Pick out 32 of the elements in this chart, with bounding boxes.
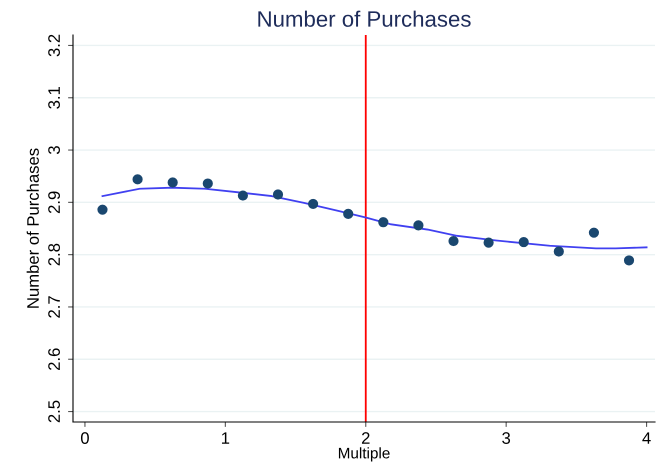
point xyxy=(484,238,494,248)
point xyxy=(272,189,284,200)
x-tick-label: 4 xyxy=(642,432,651,444)
x-tick-label: 1 xyxy=(222,432,230,444)
x-tick-label: 2 xyxy=(362,432,370,444)
point xyxy=(97,204,108,215)
chart-title: Number of Purchases xyxy=(258,10,471,27)
point xyxy=(588,228,600,238)
y-tick-label: 2.6 xyxy=(48,348,60,370)
x-axis-title: Multiple xyxy=(338,447,390,462)
point xyxy=(168,177,178,188)
y-tick-label: 3.1 xyxy=(48,86,60,109)
point xyxy=(624,255,634,266)
point xyxy=(343,208,354,219)
point xyxy=(413,220,424,230)
y-tick-label: 2.8 xyxy=(48,244,60,266)
y-tick-label: 2.5 xyxy=(48,400,60,422)
x-tick-label: 3 xyxy=(502,432,510,444)
y-axis-title: Number of Purchases xyxy=(26,148,39,308)
y-tick-label: 3.2 xyxy=(48,34,60,56)
x-tick-label: 0 xyxy=(80,432,89,444)
y-tick-label: 2.9 xyxy=(48,192,60,214)
point xyxy=(378,217,388,228)
point xyxy=(238,190,248,201)
point xyxy=(308,198,318,210)
point xyxy=(518,237,529,248)
point xyxy=(132,174,143,184)
point xyxy=(448,236,459,246)
point xyxy=(554,246,564,257)
point xyxy=(202,178,213,189)
y-tick-label: 3 xyxy=(48,146,60,154)
y-tick-label: 2.7 xyxy=(48,296,60,318)
